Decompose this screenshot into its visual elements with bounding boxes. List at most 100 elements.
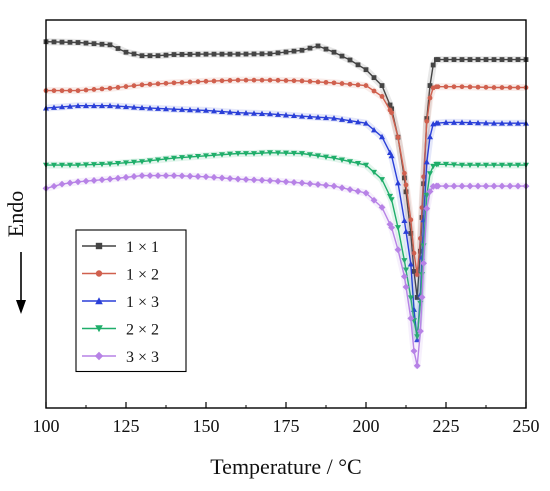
series-point <box>402 283 410 291</box>
series-point <box>315 153 321 159</box>
series-point <box>491 162 497 169</box>
series-point <box>83 40 89 46</box>
series-point <box>315 43 321 49</box>
series-point <box>417 327 424 335</box>
series-point <box>195 79 201 85</box>
series-point <box>251 51 257 57</box>
series-point <box>339 53 345 59</box>
series-point <box>354 187 362 195</box>
series-point <box>291 48 297 54</box>
series-point <box>315 114 321 120</box>
series-point <box>419 205 425 210</box>
series-point <box>388 224 395 231</box>
series-point <box>210 173 218 181</box>
series-point <box>147 158 153 164</box>
series-point <box>123 49 129 55</box>
series-point <box>395 134 401 140</box>
series-point <box>147 105 153 111</box>
series-point <box>395 179 401 186</box>
series-point <box>91 102 97 109</box>
series-point <box>187 106 193 113</box>
series-point <box>347 81 353 87</box>
series-point <box>66 179 74 187</box>
series-point <box>171 155 177 162</box>
series-point <box>355 160 361 167</box>
series-point <box>467 57 473 62</box>
series-point <box>467 84 473 90</box>
series-point <box>91 162 97 168</box>
series-point <box>250 176 258 184</box>
series-point <box>178 172 186 180</box>
series-point <box>475 162 481 169</box>
series-point <box>107 85 113 91</box>
series-point <box>499 162 505 169</box>
series-point <box>203 107 209 113</box>
series-point <box>467 162 473 169</box>
series-point <box>99 161 105 168</box>
series-point <box>459 57 465 62</box>
series-point <box>483 120 489 126</box>
series-point <box>91 87 97 92</box>
series-point <box>187 79 193 85</box>
series-point <box>410 347 418 355</box>
series-point <box>403 182 409 188</box>
series-point <box>162 172 170 179</box>
series-point <box>388 152 395 159</box>
series-point <box>314 181 322 188</box>
series-point <box>291 78 297 84</box>
series-point <box>123 84 129 89</box>
series-point <box>338 184 346 192</box>
series-point <box>259 150 265 157</box>
series-point <box>331 80 337 86</box>
series-point <box>499 120 505 126</box>
series-point <box>401 217 408 223</box>
series-point <box>443 119 449 125</box>
series-point <box>443 161 449 168</box>
x-axis-label: Temperature / °C <box>210 454 361 479</box>
series-point <box>251 110 257 116</box>
series-point <box>347 117 353 124</box>
series-point <box>115 160 121 167</box>
series-point <box>267 150 273 156</box>
series-point <box>171 80 177 86</box>
series-point <box>83 87 89 93</box>
series-point <box>155 105 161 111</box>
series-point <box>107 42 113 48</box>
series-point <box>395 225 401 231</box>
series-point <box>179 106 185 112</box>
series-point <box>99 86 105 92</box>
series-point <box>83 162 89 168</box>
series-point <box>459 162 465 169</box>
series-point <box>331 115 337 121</box>
series-point <box>418 293 426 301</box>
series-point <box>403 228 409 234</box>
series-1 <box>43 76 529 278</box>
x-tick-label: 200 <box>353 416 380 436</box>
series-point <box>227 151 233 158</box>
series-point <box>386 220 394 228</box>
y-axis-label: Endo <box>3 191 28 237</box>
series-point <box>402 170 407 176</box>
series-point <box>451 162 457 168</box>
series-point <box>401 258 408 264</box>
series-point <box>499 85 505 90</box>
legend-label: 1 × 2 <box>126 267 159 284</box>
series-point <box>227 78 233 83</box>
series-point <box>515 162 521 169</box>
series-point <box>401 273 408 280</box>
series-point <box>414 334 421 340</box>
series-point <box>371 169 377 176</box>
series-point <box>186 172 194 180</box>
legend-label: 2 × 2 <box>126 322 159 339</box>
series-point <box>75 102 81 109</box>
series-3 <box>43 149 529 341</box>
series-point <box>378 204 386 211</box>
series-point <box>323 79 329 85</box>
series-point <box>155 157 161 163</box>
series-point <box>515 57 521 62</box>
series-point <box>283 78 289 83</box>
x-tick-label: 175 <box>273 416 300 436</box>
series-point <box>355 118 361 125</box>
series-point <box>58 180 66 188</box>
series-point <box>346 186 354 193</box>
